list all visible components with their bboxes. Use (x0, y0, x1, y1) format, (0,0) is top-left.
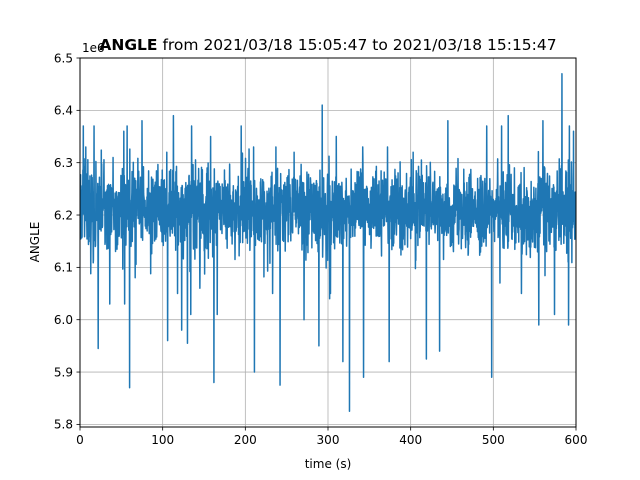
y-tick-label: 6.2 (54, 208, 73, 222)
y-tick-label: 6.4 (54, 104, 73, 118)
y-tick-label: 6.1 (54, 261, 73, 275)
y-tick-label: 5.8 (54, 418, 73, 432)
y-offset-label: 1e6 (82, 41, 105, 55)
x-axis-label: time (s) (305, 457, 352, 471)
series-line-angle (80, 72, 576, 413)
y-tick-label: 6.0 (54, 313, 73, 327)
x-tick-label: 300 (317, 433, 340, 447)
x-tick-label: 200 (234, 433, 257, 447)
y-tick-label: 5.9 (54, 365, 73, 379)
chart-title-rest: from 2021/03/18 15:05:47 to 2021/03/18 1… (158, 36, 557, 54)
series-layer (80, 72, 576, 413)
x-tick-label: 400 (399, 433, 422, 447)
x-tick-label: 500 (482, 433, 505, 447)
chart-title: ANGLE from 2021/03/18 15:05:47 to 2021/0… (99, 36, 556, 54)
x-tick-label: 100 (151, 433, 174, 447)
x-tick-label: 600 (565, 433, 588, 447)
y-tick-label: 6.3 (54, 156, 73, 170)
chart-title-bold: ANGLE (99, 36, 157, 54)
y-tick-label: 6.5 (54, 51, 73, 65)
x-tick-label: 0 (76, 433, 84, 447)
x-axis-ticks: 0 100 200 300 400 500 600 (76, 427, 587, 447)
y-axis-label: ANGLE (28, 222, 42, 263)
y-axis-ticks: 5.8 5.9 6.0 6.1 6.2 6.3 6.4 6.5 (54, 51, 80, 432)
